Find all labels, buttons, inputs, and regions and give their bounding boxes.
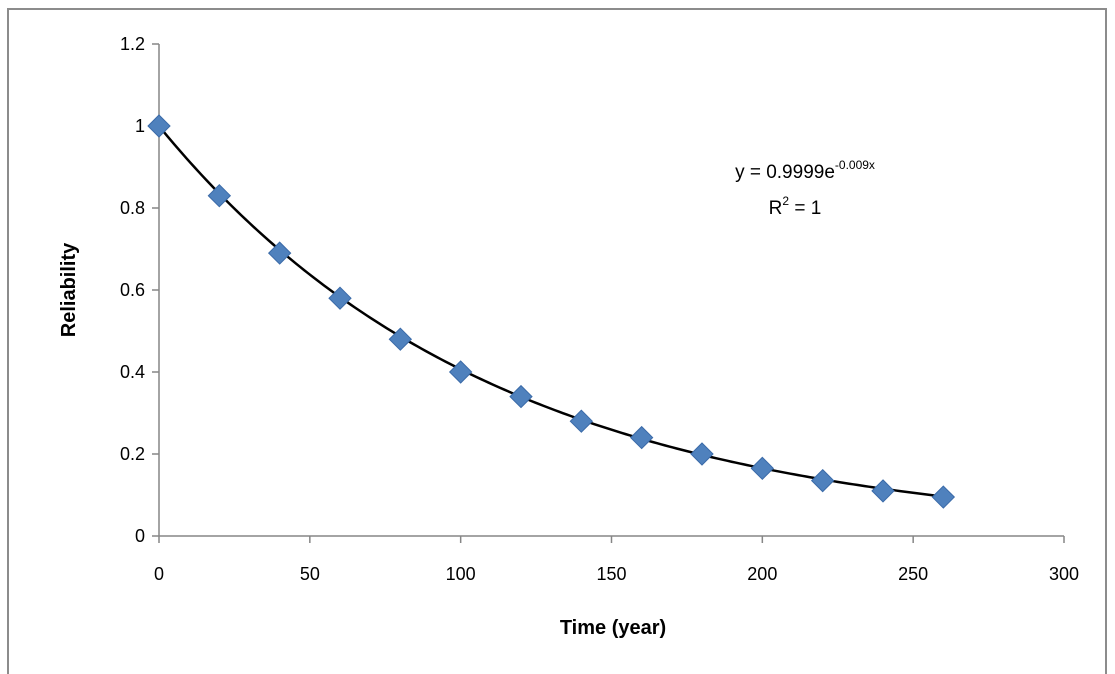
y-tick-label: 0.8: [120, 198, 145, 218]
y-tick-label: 0.2: [120, 444, 145, 464]
r2-prefix: R: [769, 198, 783, 219]
x-tick-label: 300: [1049, 564, 1079, 584]
data-point: [570, 410, 592, 432]
data-point: [872, 480, 894, 502]
r-squared: R2 = 1: [769, 194, 822, 219]
equation-base: y = 0.9999e: [735, 162, 835, 183]
data-point: [932, 486, 954, 508]
x-tick-label: 50: [300, 564, 320, 584]
y-tick-label: 1.2: [120, 34, 145, 54]
y-tick-labels: 0 0.2 0.4 0.6 0.8 1 1.2: [120, 34, 145, 546]
y-tick-label: 0.6: [120, 280, 145, 300]
data-point: [208, 185, 230, 207]
data-point: [631, 427, 653, 449]
x-tick-label: 150: [596, 564, 626, 584]
data-point: [510, 386, 532, 408]
x-tick-label: 250: [898, 564, 928, 584]
data-point: [269, 242, 291, 264]
data-point: [691, 443, 713, 465]
axes: [152, 44, 1064, 543]
x-tick-label: 0: [154, 564, 164, 584]
y-tick-label: 0: [135, 526, 145, 546]
data-point: [751, 457, 773, 479]
x-axis-label: Time (year): [560, 617, 666, 639]
x-tick-label: 200: [747, 564, 777, 584]
y-tick-label: 1: [135, 116, 145, 136]
y-axis-label: Reliability: [58, 242, 80, 337]
equation-exponent: -0.009x: [835, 158, 875, 172]
trend-equation: y = 0.9999e-0.009x: [735, 158, 875, 183]
data-point: [812, 470, 834, 492]
r2-suffix: = 1: [789, 198, 821, 219]
x-tick-label: 100: [446, 564, 476, 584]
x-tick-labels: 0 50 100 150 200 250 300: [154, 564, 1079, 584]
y-tick-label: 0.4: [120, 362, 145, 382]
